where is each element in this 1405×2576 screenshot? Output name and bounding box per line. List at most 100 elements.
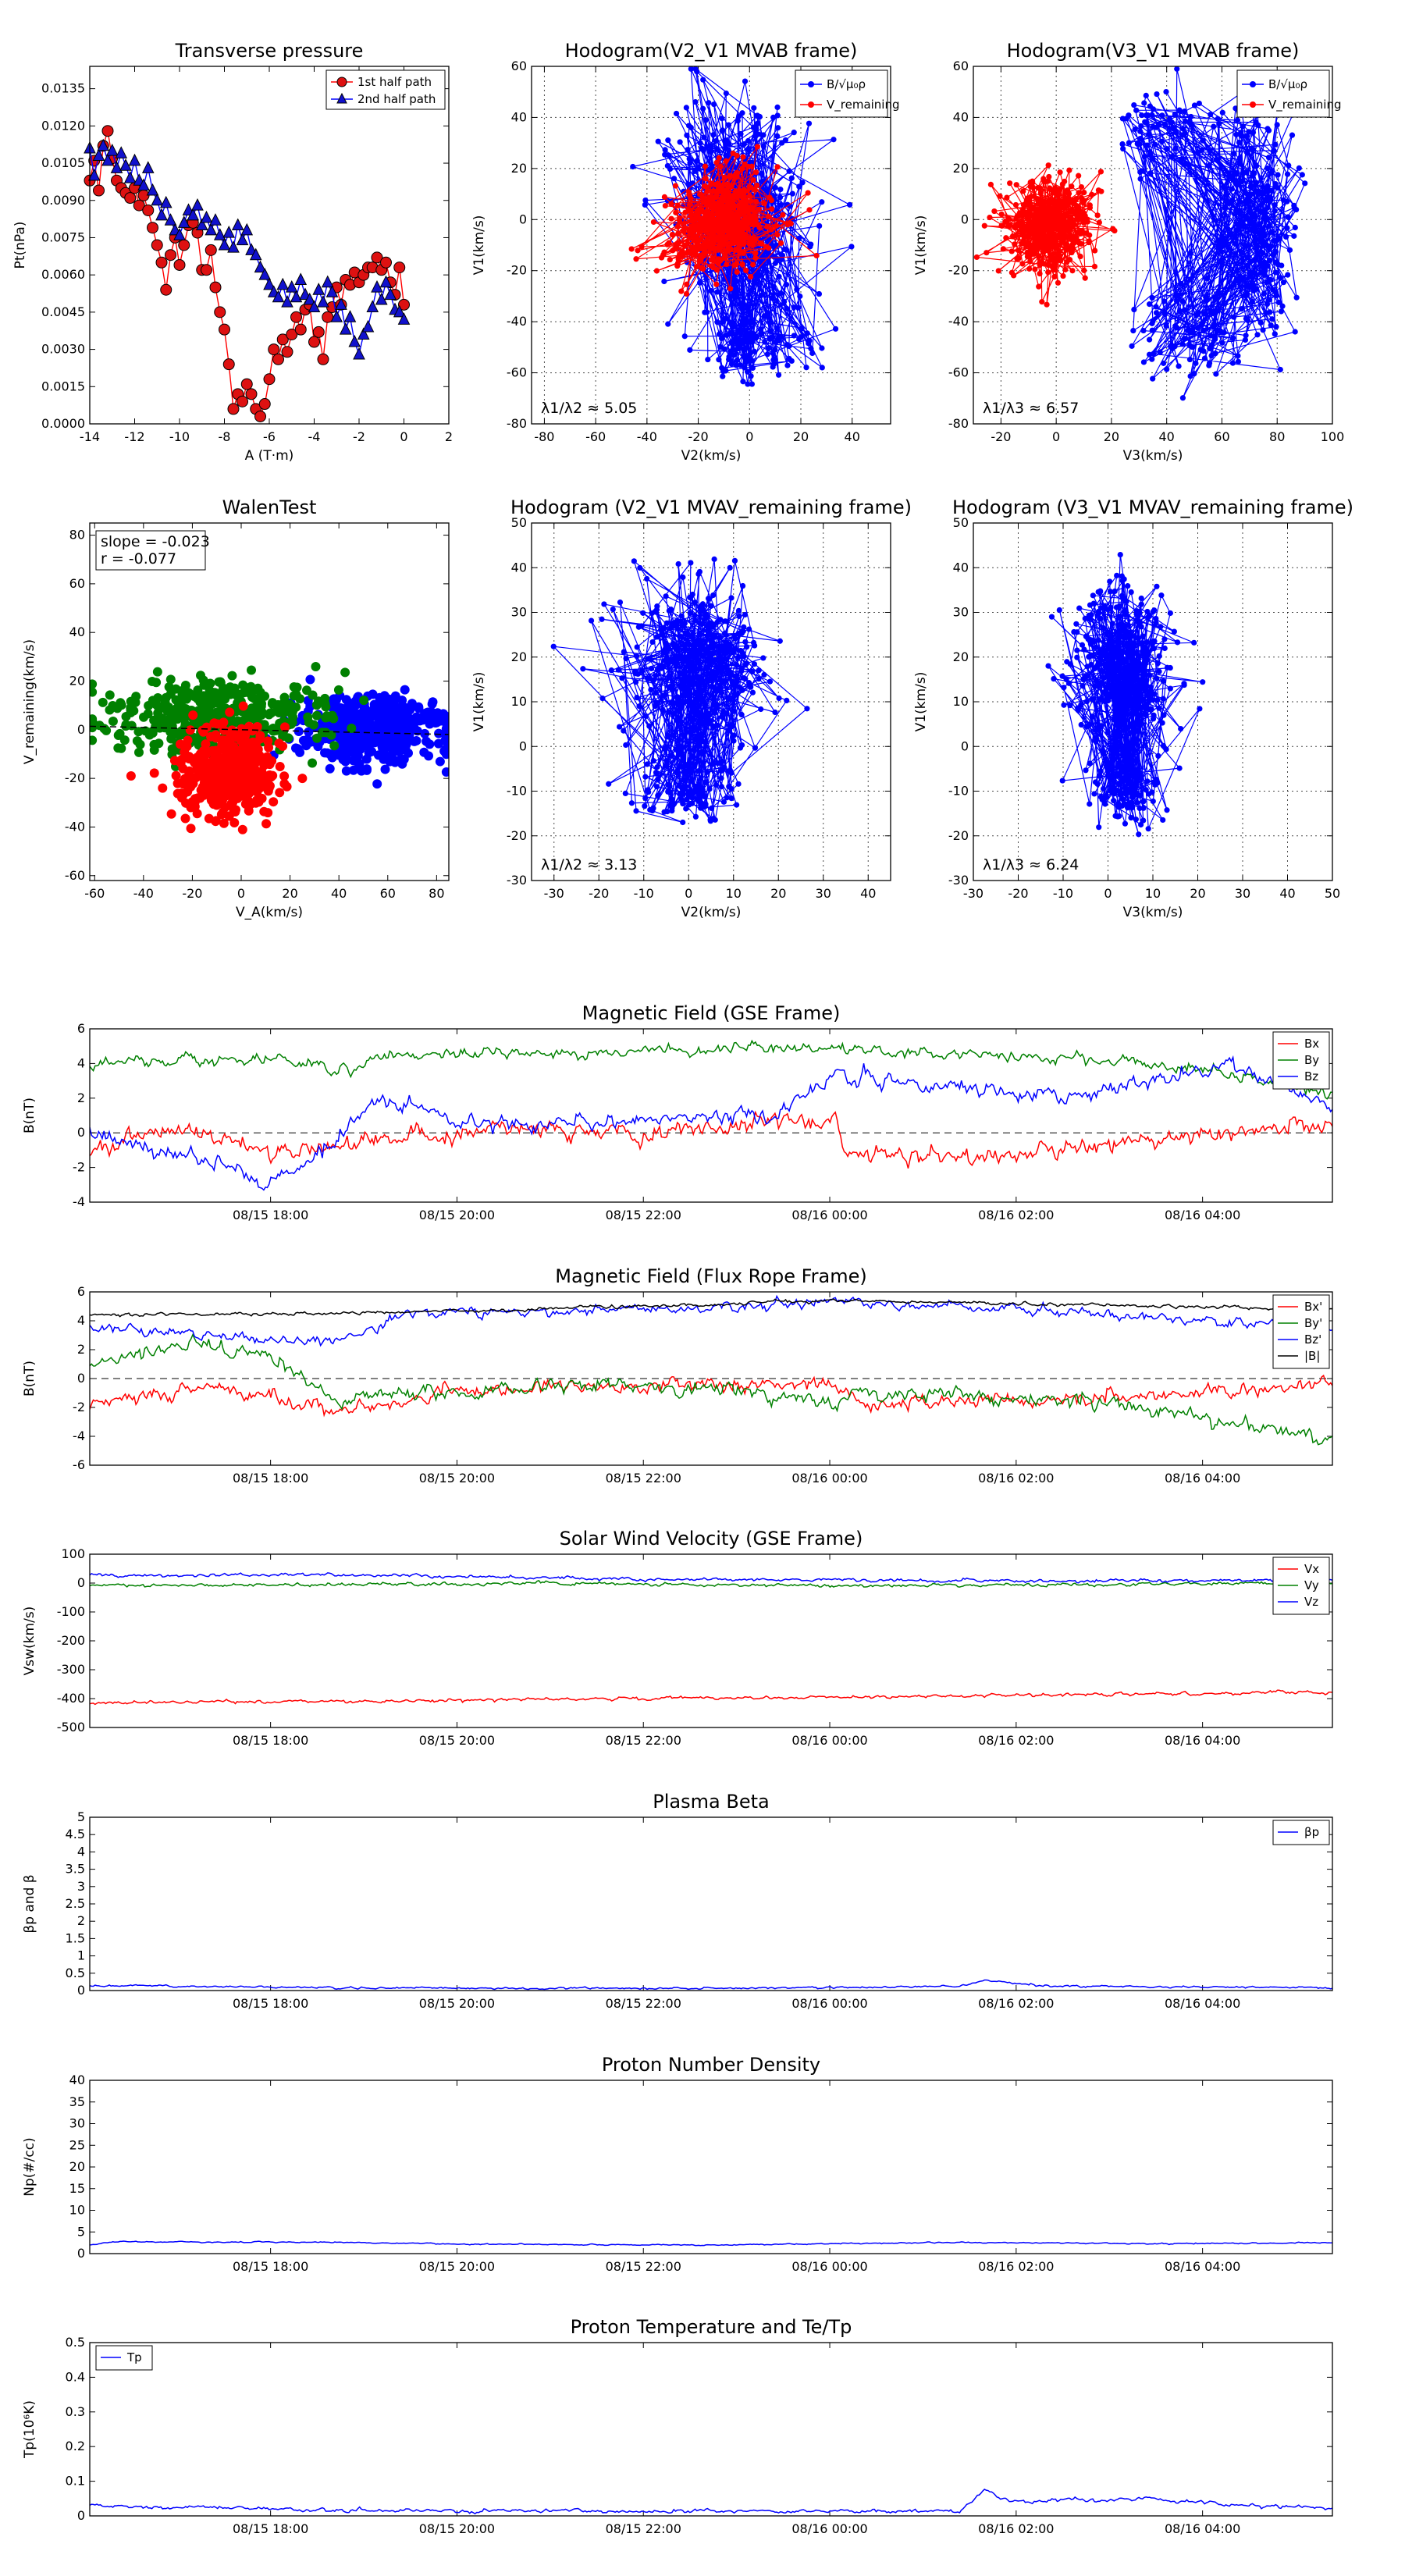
data-point [723,368,729,374]
data-point [1261,259,1268,265]
data-point [1172,323,1179,329]
data-point [1062,266,1069,273]
data-point [1232,234,1239,241]
data-point [173,788,183,799]
data-point [1059,181,1065,187]
data-point [380,256,392,269]
data-point [1128,815,1134,821]
data-point [1268,197,1274,203]
chart-title: Hodogram (V2_V1 MVAV_remaining frame) [510,496,912,518]
data-point [741,141,747,148]
data-point [279,722,290,732]
x-tick-label: 08/15 22:00 [606,2259,681,2274]
data-point [717,343,724,350]
data-point [397,708,407,718]
data-point [1180,126,1186,132]
y-axis-label: V1(km/s) [913,215,929,276]
x-tick-label: 2 [445,429,453,444]
data-point [1264,165,1271,172]
data-point [171,684,181,694]
data-point [1154,660,1161,667]
data-point [667,673,674,679]
data-point [1052,245,1058,251]
data-point [166,809,176,819]
data-point [742,676,749,682]
data-point [1140,648,1146,654]
data-point [749,365,756,372]
data-point [682,784,689,790]
plot-frame [89,1028,1333,1203]
data-point [240,682,251,692]
data-point [1163,322,1169,329]
data-point [1128,650,1134,656]
data-point [1190,329,1196,335]
y-tick-label: -20 [948,828,969,843]
data-point [694,158,700,164]
data-point [247,726,258,736]
data-point [726,229,732,236]
y-tick-label: 20 [69,2159,85,2174]
data-point [1216,121,1222,127]
data-point [368,689,378,699]
data-point [1255,122,1261,128]
legend-label: Bx [1304,1037,1319,1051]
data-point [153,708,163,718]
data-point [731,557,738,564]
x-tick-label: -40 [637,429,657,444]
data-point [754,112,760,119]
data-point [1272,141,1279,148]
plot-frame [89,2080,1333,2254]
data-point [281,346,293,358]
data-point [681,683,687,689]
y-tick-label: -80 [507,416,527,431]
data-point [1040,201,1047,208]
y-tick-label: 60 [511,59,527,73]
data-point [683,806,689,812]
data-point [336,703,347,713]
point-cloud-1 [1119,66,1308,401]
data-point [357,327,370,340]
x-tick-label: 08/16 02:00 [978,2521,1054,2536]
data-point [704,188,710,194]
data-point [791,130,797,136]
data-point [678,763,685,770]
data-point [662,745,668,752]
data-point [1005,223,1012,229]
data-point [1115,694,1122,701]
data-point [1299,172,1305,178]
data-point [1109,654,1115,661]
data-point [1116,667,1122,674]
data-point [97,138,110,151]
data-point [724,795,730,801]
data-point [723,644,729,650]
y-tick-label: 40 [69,624,85,639]
x-axis-label: V2(km/s) [681,905,742,920]
data-point [278,731,288,742]
data-point [249,703,259,713]
y-tick-label: 20 [511,161,527,176]
y-tick-label: -60 [65,868,85,883]
data-point [289,691,299,701]
data-point [987,214,993,221]
data-point [735,342,742,348]
data-point [752,215,759,221]
data-point [1160,678,1166,685]
data-point [663,593,669,600]
data-point [126,696,136,706]
data-point [1099,647,1106,653]
data-point [1036,254,1042,260]
data-point [630,163,636,170]
data-point [730,647,736,653]
legend-label: B/√μ₀ρ [1268,77,1307,91]
data-point [711,710,717,716]
data-point [702,309,708,315]
data-point [1291,205,1297,211]
y-tick-label: 0 [77,1125,85,1140]
data-point [1289,132,1296,138]
data-point [742,78,749,84]
data-point [803,365,809,371]
data-point [748,319,755,326]
data-point [760,132,767,138]
data-point [1181,681,1187,688]
data-point [1231,314,1237,320]
